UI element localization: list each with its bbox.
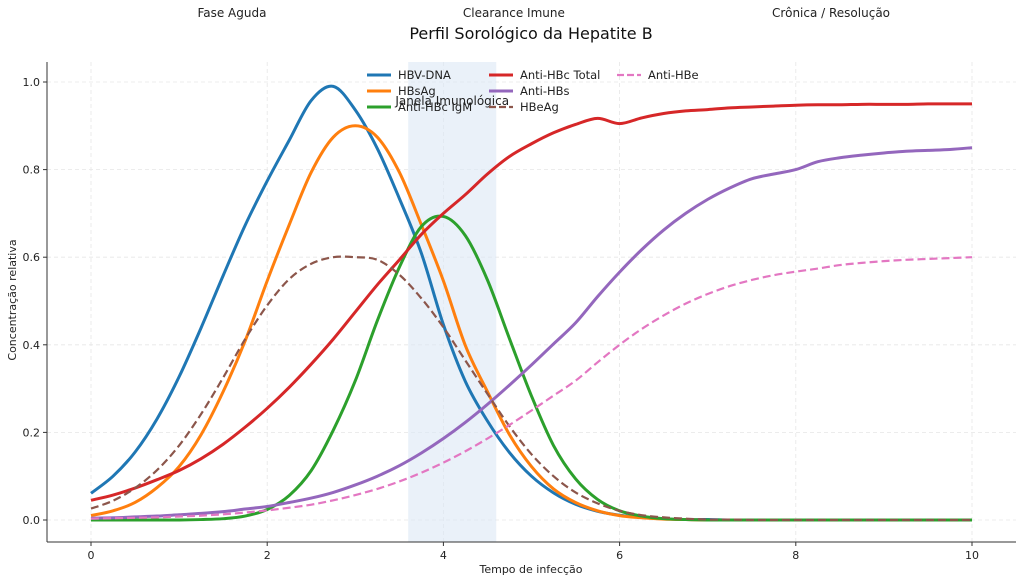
series-line-hbeag [90,255,972,522]
x-tick-label: 10 [965,549,979,562]
series-line-anti-hbe [90,256,973,520]
legend: HBV-DNA HBsAg Anti-HBc IgM Anti-HBc Total An… [367,68,699,114]
axes [46,62,1016,543]
y-tick-label: 0.8 [23,164,41,177]
series-line-anti-hbc-total [90,102,972,502]
y-axis-label: Concentração relativa [6,239,19,360]
x-tick-label: 2 [264,549,271,562]
phase-label: Fase Aguda [197,6,266,20]
chart-title: Perfil Sorológico da Hepatite B [409,24,652,43]
legend-label: Anti-HBs [520,84,570,98]
x-tick-label: 6 [616,549,623,562]
legend-label: HBsAg [398,84,436,98]
x-axis-label: Tempo de infecção [478,563,582,576]
y-tick-label: 0.0 [23,514,41,527]
immunological-window-band [408,62,497,542]
legend-label: Anti-HBc Total [520,68,600,82]
y-tick-label: 0.2 [23,426,41,439]
legend-label: Anti-HBc IgM [398,100,472,114]
legend-label: HBeAg [520,100,559,114]
immunological-window-label: Janela Imunológica [394,94,509,108]
y-tick-label: 1.0 [23,76,41,89]
phase-label: Crônica / Resolução [772,6,890,20]
legend-label: HBV-DNA [398,68,451,82]
legend-label: Anti-HBe [648,68,699,82]
series-line-anti-hbs [90,146,973,520]
y-tick-label: 0.4 [23,339,41,352]
series-line-hbsag [90,124,972,522]
x-tick-label: 0 [88,549,95,562]
grid-lines [47,62,1016,542]
x-tick-label: 8 [792,549,799,562]
y-tick-label: 0.6 [23,251,41,264]
x-tick-label: 4 [440,549,447,562]
phase-label: Clearance Imune [463,6,565,20]
